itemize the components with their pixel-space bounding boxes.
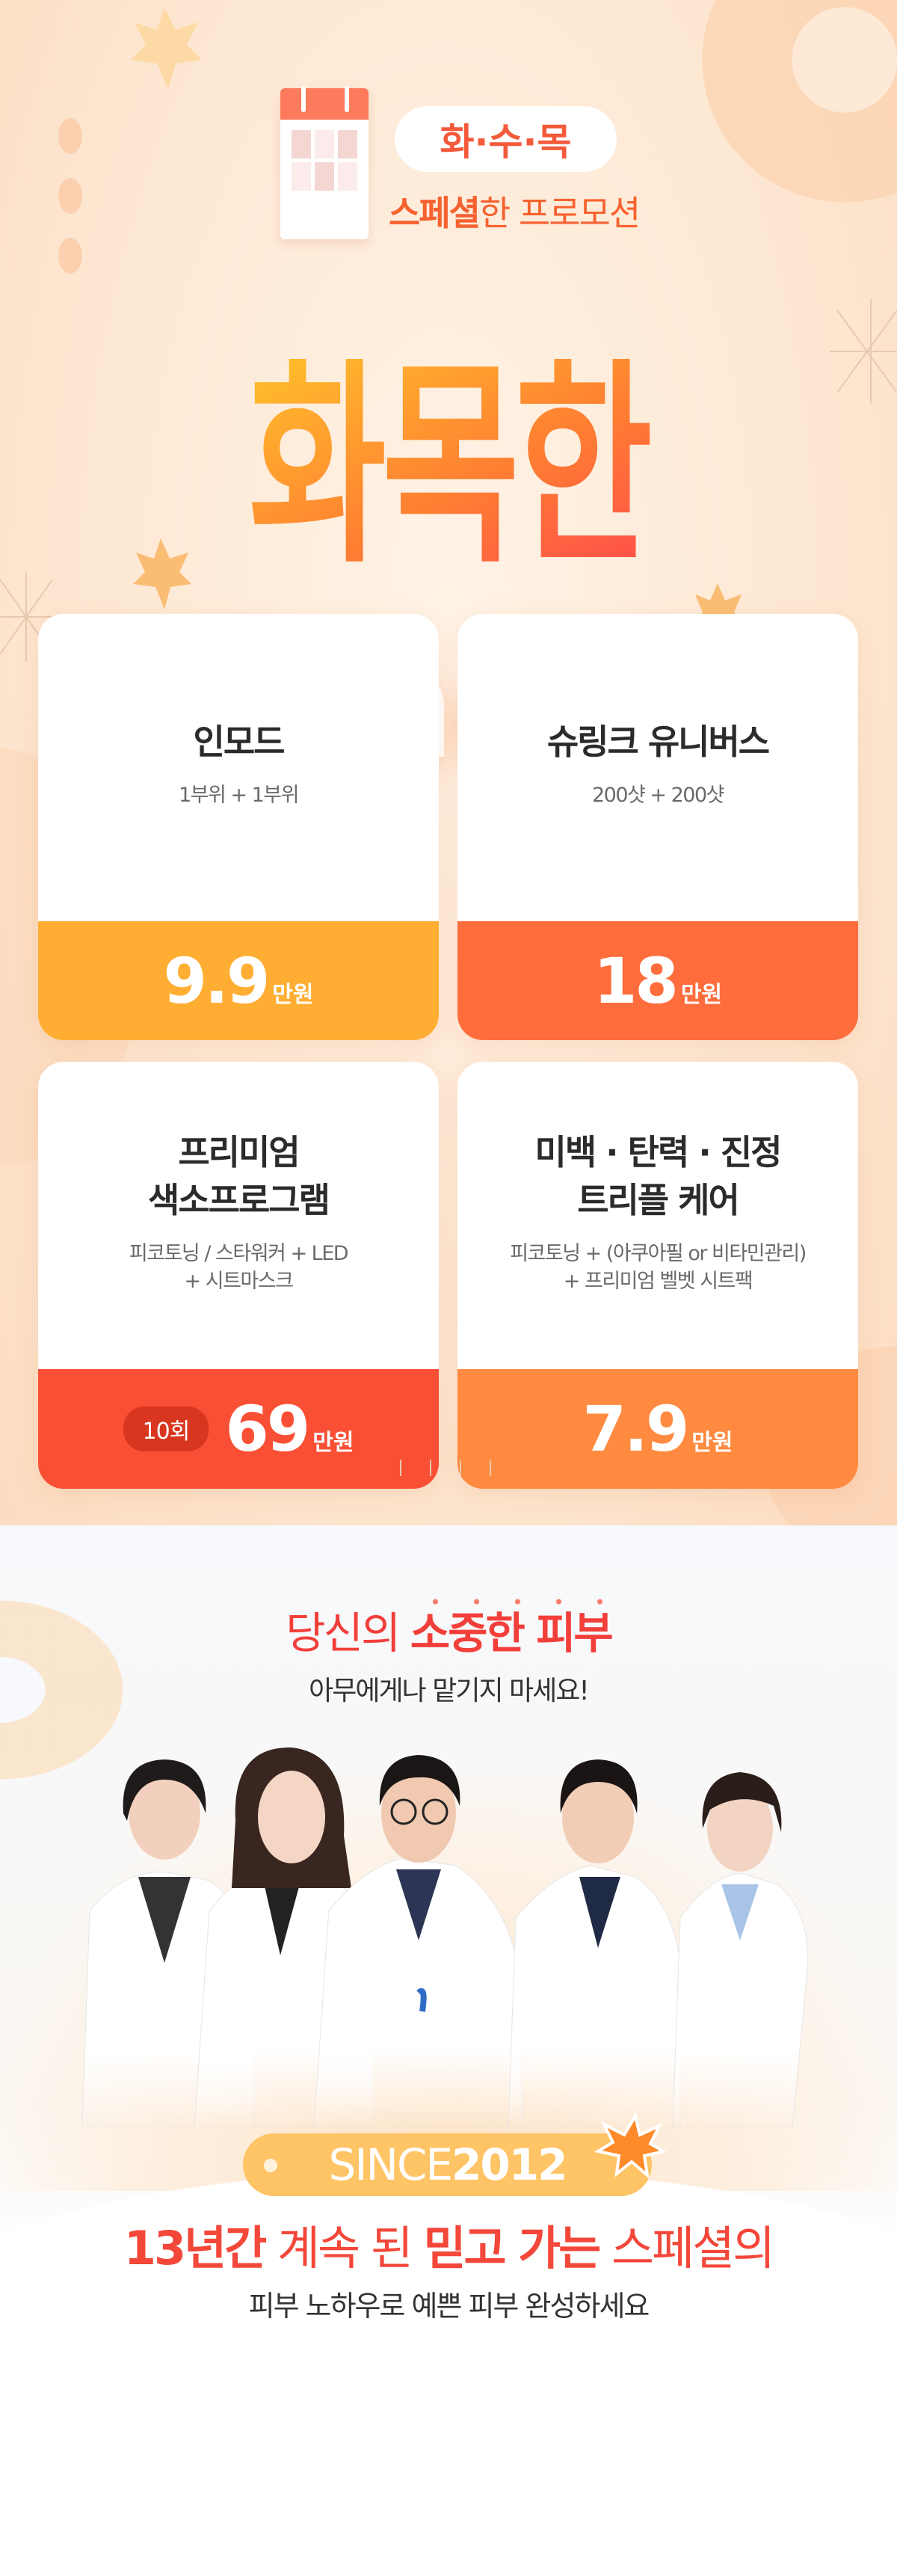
- price-unit: 만원: [680, 981, 723, 1008]
- maple-leaf-icon: [131, 7, 202, 90]
- card-desc: 1부위 + 1부위: [178, 784, 300, 808]
- trust-subheading: 아무에게나 맡기지 마세요!: [309, 1676, 590, 1706]
- emphasis-dots: [415, 1599, 609, 1605]
- doctor-figure: [508, 1759, 681, 2127]
- promo-subtitle: 스페셜한 프로모션: [389, 193, 641, 233]
- price-unit: 만원: [272, 981, 314, 1008]
- card-desc: 200샷 + 200샷: [591, 784, 725, 808]
- card-title: 트리플 케어: [577, 1180, 740, 1221]
- doctor-figure: [313, 1755, 524, 2127]
- card-title: 색소프로그램: [148, 1180, 330, 1221]
- price: 7.9: [582, 1392, 689, 1466]
- calendar-icon: [280, 88, 369, 239]
- card-desc: 피코토닝 / 스타워커 + LED: [129, 1242, 349, 1266]
- closing-headline: 13년간 계속 된 믿고 가는 스페셜의: [123, 2221, 775, 2275]
- badge-dot: [264, 2159, 277, 2172]
- promotion-section: 화·수·목 스페셜한 프로모션 화목한 Promotion 인모드 1부위 + …: [0, 0, 897, 1525]
- promo-card-inmode[interactable]: 인모드 1부위 + 1부위 9.9 만원: [38, 614, 439, 1040]
- divider: [400, 1460, 497, 1476]
- sparkle-icon: [830, 299, 897, 404]
- price: 9.9: [163, 944, 270, 1018]
- doctor-figure: [672, 1772, 808, 2127]
- closing-subtext: 피부 노하우로 예쁜 피부 완성하세요: [248, 2290, 650, 2323]
- price: 18: [593, 944, 679, 1018]
- trust-heading: 당신의 소중한 피부: [286, 1608, 614, 1659]
- card-title: 프리미엄: [178, 1131, 300, 1172]
- card-desc: + 프리미엄 벨벳 시트팩: [563, 1269, 753, 1293]
- trust-section: 당신의 소중한 피부 아무에게나 맡기지 마세요!: [0, 1525, 897, 2576]
- promo-card-triple-care[interactable]: 미백 · 탄력 · 진정 트리플 케어 피코토닝 + (아쿠아필 or 비타민관…: [457, 1062, 858, 1489]
- sparkle-icon: [0, 572, 58, 662]
- maple-leaf-icon: [133, 538, 191, 609]
- card-desc: + 시트마스크: [184, 1269, 294, 1293]
- card-title: 미백 · 탄력 · 진정: [534, 1131, 783, 1172]
- session-count-badge: 10회: [123, 1407, 209, 1451]
- decor-dot: [58, 118, 82, 154]
- days-badge: 화·수·목: [395, 106, 617, 172]
- price-unit: 만원: [691, 1430, 733, 1456]
- hero-title-kr: 화목한: [0, 358, 897, 576]
- since-badge: SINCE 2012: [243, 2133, 652, 2196]
- card-title: 슈링크 유니버스: [546, 722, 770, 763]
- card-title: 인모드: [193, 722, 286, 763]
- promo-card-pigment[interactable]: 프리미엄 색소프로그램 피코토닝 / 스타워커 + LED + 시트마스크 10…: [38, 1062, 439, 1489]
- maple-leaf-icon: [594, 2112, 665, 2180]
- decor-dot: [58, 178, 82, 214]
- price-unit: 만원: [312, 1430, 354, 1456]
- decor-arc: [0, 2168, 897, 2576]
- doctors-photo: [82, 1747, 808, 2127]
- promo-card-shrink[interactable]: 슈링크 유니버스 200샷 + 200샷 18 만원: [457, 614, 858, 1040]
- price: 69: [225, 1392, 310, 1466]
- decor-dot: [58, 238, 82, 274]
- card-desc: 피코토닝 + (아쿠아필 or 비타민관리): [510, 1242, 807, 1266]
